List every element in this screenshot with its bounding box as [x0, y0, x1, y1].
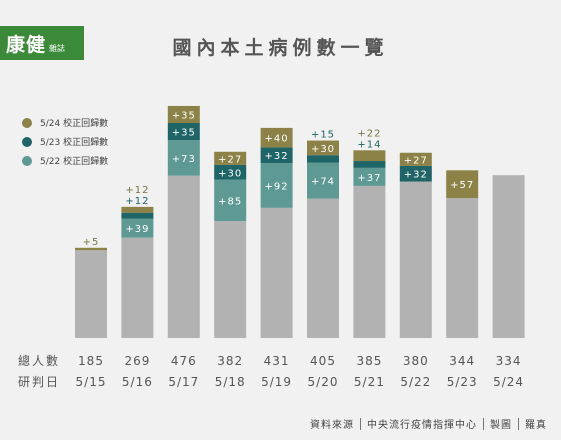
maker-name: 羅真	[525, 420, 547, 431]
bar-c522	[167, 140, 200, 176]
legend-dot-524	[22, 117, 32, 128]
logo: 康健 雜誌	[0, 26, 84, 60]
logo-sub: 雜誌	[49, 43, 66, 53]
bar-c523	[121, 212, 154, 219]
bar-chart: +5 185 5/15 +39 +12+12 269 5/16 +73 +35 +35 476 5/1…	[18, 105, 525, 389]
data-label-c523: +12	[125, 196, 149, 207]
bar-base	[75, 250, 107, 338]
data-label-c523: +32	[265, 151, 289, 162]
data-label-c522: +92	[265, 181, 289, 192]
bar-c524	[399, 152, 432, 166]
bar-base	[167, 175, 200, 338]
total-value: 185	[78, 354, 104, 368]
bar-c523	[353, 161, 386, 168]
date-label: 5/19	[261, 375, 292, 389]
data-label-c524: +27	[218, 154, 242, 165]
total-value: 385	[356, 354, 382, 368]
total-value: 344	[449, 354, 475, 368]
data-label-c524: +40	[265, 134, 289, 145]
bar-base	[446, 198, 479, 338]
date-label: 5/16	[122, 375, 153, 389]
bar-c524	[75, 247, 107, 251]
data-label-c524: +5	[83, 237, 100, 248]
total-value: 380	[403, 354, 429, 368]
bar-c522	[214, 179, 247, 221]
row-label-date: 研判日	[18, 375, 60, 389]
footer-divider	[483, 417, 484, 430]
data-label-c524: +35	[172, 110, 196, 121]
legend-label-522: 5/22 校正回歸數	[40, 157, 109, 167]
bar-c524	[260, 127, 293, 148]
bar-c524	[167, 105, 200, 124]
data-label-c523: +15	[311, 130, 335, 141]
bar-c524	[307, 140, 339, 156]
date-label: 5/17	[168, 375, 199, 389]
bar-base	[307, 198, 339, 338]
data-label-c524: +57	[450, 180, 474, 191]
bar-c522	[121, 218, 154, 238]
footer-divider	[518, 417, 519, 430]
maker-label: 製圖	[490, 420, 512, 431]
date-label: 5/23	[447, 375, 478, 389]
data-label-c522: +37	[357, 173, 381, 184]
legend-dot-523	[22, 136, 32, 147]
footer-divider	[360, 417, 361, 430]
legend-dot-522	[22, 155, 32, 166]
bar-c524	[214, 151, 247, 165]
bar-c524	[121, 206, 154, 213]
total-value: 476	[171, 354, 197, 368]
total-value: 334	[496, 354, 522, 368]
legend-item-523: 5/23 校正回歸數	[22, 132, 108, 151]
data-label-c523: +14	[357, 139, 381, 150]
legend: 5/24 校正回歸數 5/23 校正回歸數 5/22 校正回歸數	[22, 113, 108, 170]
legend-item-524: 5/24 校正回歸數	[22, 113, 108, 132]
data-label-c523: +30	[218, 168, 242, 179]
date-label: 5/22	[400, 375, 431, 389]
data-label-c524: +27	[404, 155, 428, 166]
date-label: 5/15	[76, 375, 107, 389]
data-label-c523: +32	[404, 170, 428, 181]
data-label-c522: +73	[172, 154, 196, 165]
bar-base	[121, 237, 154, 338]
total-value: 431	[264, 354, 290, 368]
data-label-c523: +35	[172, 128, 196, 139]
data-label-c522: +39	[125, 224, 149, 235]
legend-label-523: 5/23 校正回歸數	[40, 138, 109, 148]
data-label-c522: +74	[311, 177, 335, 188]
bar-c523	[214, 164, 247, 180]
total-value: 382	[217, 354, 243, 368]
data-label-c524: +22	[357, 128, 381, 139]
bar-c524	[446, 170, 479, 199]
data-label-c522: +85	[218, 196, 242, 207]
source-name: 中央流行疫情指揮中心	[367, 420, 477, 431]
total-value: 269	[124, 354, 150, 368]
bar-base	[214, 221, 247, 338]
data-label-c524: +30	[311, 144, 335, 155]
chart-title: 國內本土病例數一覽	[172, 37, 389, 59]
date-label: 5/21	[354, 375, 385, 389]
date-label: 5/18	[215, 375, 246, 389]
bar-c522	[307, 162, 339, 199]
bar-base	[399, 181, 432, 338]
bar-base	[353, 185, 386, 338]
row-label-total: 總人數	[18, 353, 60, 368]
footer: 資料來源 中央流行疫情指揮中心 製圖 羅真	[310, 416, 547, 431]
data-label-c524: +12	[125, 185, 149, 196]
bar-c523	[307, 155, 339, 163]
total-value: 405	[310, 354, 336, 368]
bar-c523	[167, 123, 200, 141]
bar-base	[260, 207, 293, 338]
legend-label-524: 5/24 校正回歸數	[40, 119, 109, 129]
source-label: 資料來源	[310, 420, 354, 431]
legend-item-522: 5/22 校正回歸數	[22, 151, 108, 170]
logo-main: 康健	[6, 33, 47, 56]
bar-base	[492, 175, 525, 338]
bar-c522	[260, 162, 293, 208]
bar-c524	[353, 150, 386, 162]
bar-c522	[353, 167, 386, 186]
date-label: 5/24	[493, 375, 524, 389]
date-label: 5/20	[308, 375, 339, 389]
bar-c523	[260, 147, 293, 163]
bar-c523	[399, 165, 432, 182]
